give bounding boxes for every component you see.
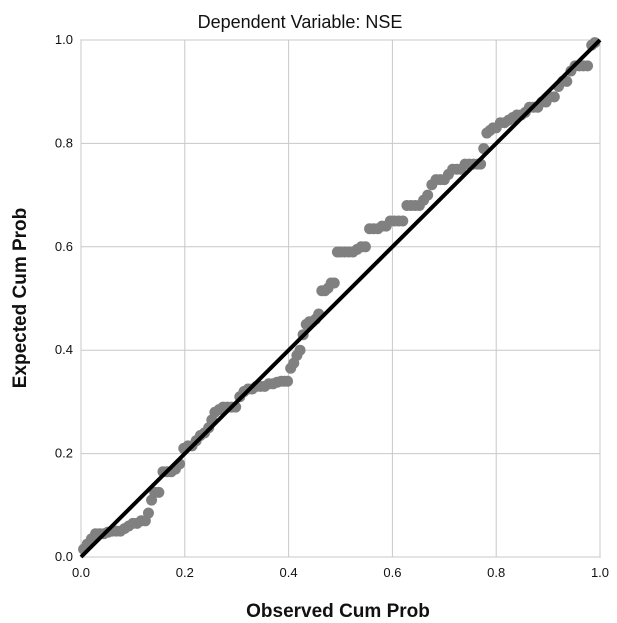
y-tick-label: 0.8 bbox=[55, 135, 73, 150]
y-tick-label: 0.0 bbox=[55, 549, 73, 564]
x-axis-title: Observed Cum Prob bbox=[246, 601, 430, 622]
data-point bbox=[422, 189, 434, 201]
y-tick-label: 0.2 bbox=[55, 446, 73, 461]
data-point bbox=[548, 91, 560, 103]
x-tick-label: 0.6 bbox=[383, 565, 401, 580]
y-tick-label: 0.4 bbox=[55, 342, 73, 357]
x-tick-label: 0.8 bbox=[487, 565, 505, 580]
data-point bbox=[294, 344, 306, 356]
y-tick-label: 0.6 bbox=[55, 239, 73, 254]
reference-diagonal-line bbox=[79, 38, 602, 559]
tick-labels: 0.00.0 0.2 0.2 0.4 0.4 0.6 0.6 0.8 0.8 1.0 1.0 bbox=[55, 32, 609, 580]
x-tick-label: 1.0 bbox=[591, 565, 609, 580]
data-point bbox=[359, 241, 371, 253]
x-tick-label: 0.0 bbox=[72, 565, 90, 580]
x-tick-label: 0.2 bbox=[176, 565, 194, 580]
data-point bbox=[142, 507, 154, 519]
data-point bbox=[153, 486, 165, 498]
data-point bbox=[282, 375, 294, 387]
chart-title: Dependent Variable: NSE bbox=[198, 12, 403, 32]
data-point bbox=[397, 215, 409, 227]
y-tick-label: 1.0 bbox=[55, 32, 73, 47]
x-tick-label: 0.4 bbox=[280, 565, 298, 580]
data-point bbox=[582, 60, 594, 72]
data-point bbox=[328, 277, 340, 289]
y-axis-title: Expected Cum Prob bbox=[10, 208, 31, 389]
